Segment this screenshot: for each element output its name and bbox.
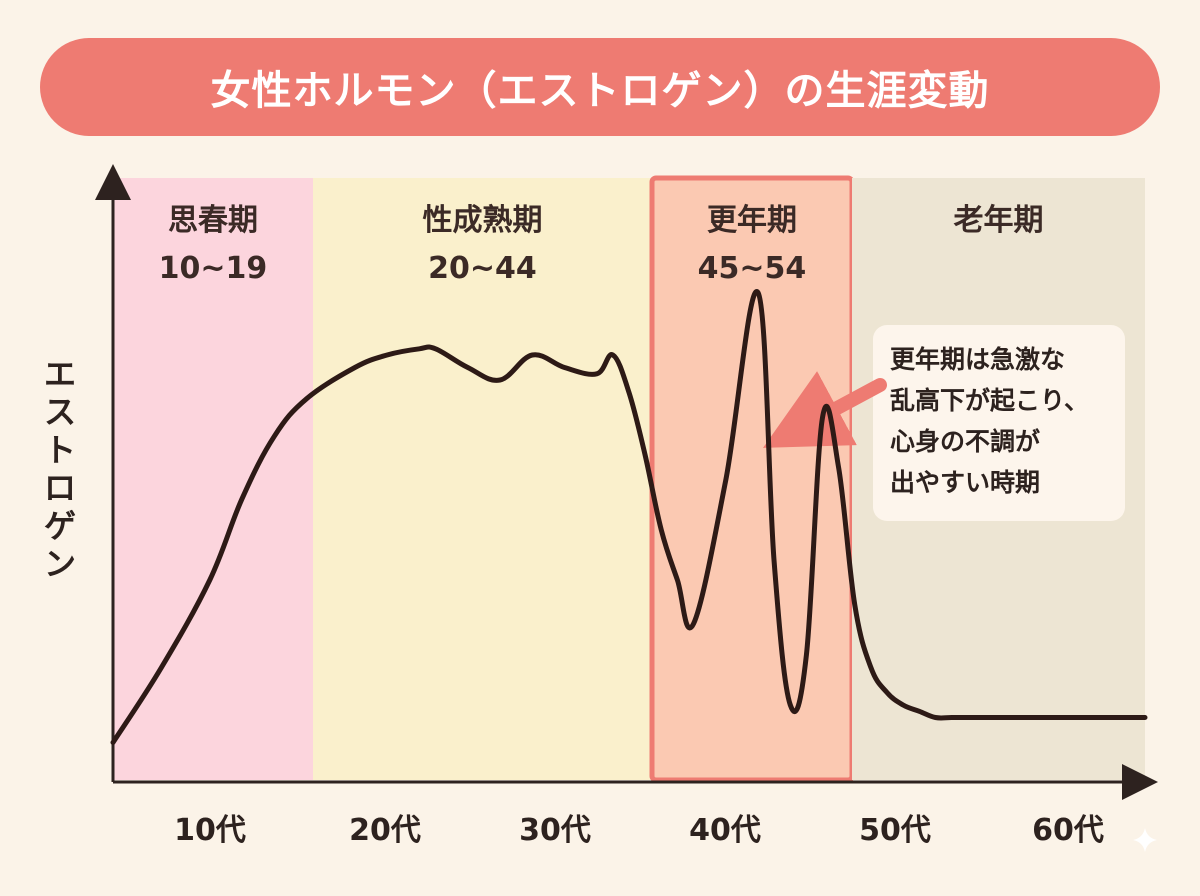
y-axis-label: エストロゲン	[44, 355, 76, 583]
band-0	[113, 178, 313, 780]
band-1	[313, 178, 652, 780]
band-range-1: 20~44	[428, 251, 537, 286]
x-tick-label: 10代	[174, 813, 246, 848]
y-axis-label-char: ロ	[44, 469, 76, 507]
chart-title: 女性ホルモン（エストロゲン）の生涯変動	[210, 68, 990, 114]
callout: 更年期は急激な乱高下が起こり、心身の不調が出やすい時期	[763, 325, 1125, 521]
sparkle-icon	[1133, 828, 1157, 852]
x-tick-label: 50代	[859, 813, 931, 848]
callout-box	[873, 325, 1125, 521]
band-name-3: 老年期	[954, 203, 1044, 238]
y-axis-label-char: ト	[44, 431, 76, 469]
band-range-2: 45~54	[698, 251, 807, 286]
y-axis-label-char: ン	[44, 545, 76, 583]
y-axis-label-char: ゲ	[44, 507, 76, 545]
y-axis-label-char: ス	[44, 393, 76, 431]
callout-arrow	[763, 371, 887, 448]
x-tick-label: 60代	[1032, 813, 1104, 848]
callout-line: 心身の不調が	[890, 427, 1040, 456]
x-tick-label: 20代	[349, 813, 421, 848]
y-axis-label-char: エ	[44, 355, 76, 393]
band-name-0: 思春期	[168, 203, 258, 238]
title-bar: 女性ホルモン（エストロゲン）の生涯変動	[40, 38, 1160, 136]
band-name-1: 性成熟期	[423, 203, 543, 238]
callout-line: 乱高下が起こり、	[890, 386, 1089, 415]
x-tick-label: 40代	[689, 813, 761, 848]
callout-text: 更年期は急激な乱高下が起こり、心身の不調が出やすい時期	[890, 345, 1089, 497]
x-tick-label: 30代	[519, 813, 591, 848]
callout-line: 更年期は急激な	[890, 345, 1065, 374]
band-name-2: 更年期	[707, 203, 797, 238]
estrogen-series-line	[110, 289, 1148, 745]
callout-line: 出やすい時期	[890, 468, 1040, 497]
band-range-0: 10~19	[159, 251, 268, 286]
